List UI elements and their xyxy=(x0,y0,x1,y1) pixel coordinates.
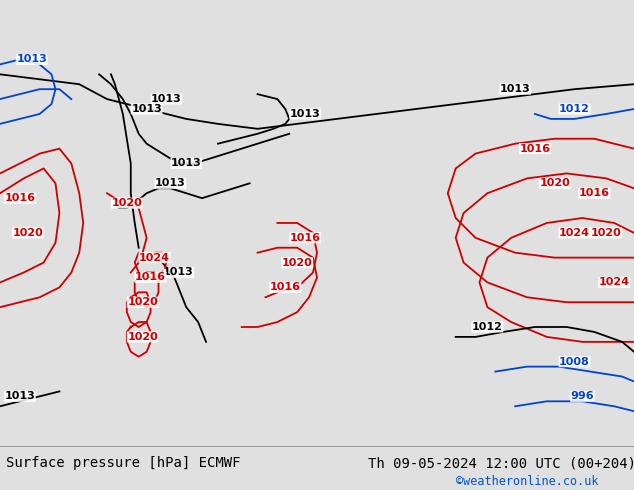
Text: 1008: 1008 xyxy=(559,357,590,367)
Text: 1024: 1024 xyxy=(559,228,590,238)
Text: Th 09-05-2024 12:00 UTC (00+204): Th 09-05-2024 12:00 UTC (00+204) xyxy=(368,456,634,470)
Text: ©weatheronline.co.uk: ©weatheronline.co.uk xyxy=(456,475,599,488)
Text: 1016: 1016 xyxy=(270,282,301,293)
Text: 1020: 1020 xyxy=(127,297,158,307)
Text: 1013: 1013 xyxy=(163,268,194,277)
Text: 1012: 1012 xyxy=(559,104,590,114)
Text: 1024: 1024 xyxy=(598,277,630,288)
Text: 1016: 1016 xyxy=(290,233,321,243)
Text: 1016: 1016 xyxy=(519,144,550,154)
Text: Surface pressure [hPa] ECMWF: Surface pressure [hPa] ECMWF xyxy=(6,456,241,470)
Text: 1016: 1016 xyxy=(4,193,36,203)
Text: 1016: 1016 xyxy=(579,188,610,198)
Text: 1012: 1012 xyxy=(472,322,503,332)
Text: 1013: 1013 xyxy=(151,94,182,104)
Text: 1013: 1013 xyxy=(290,109,321,119)
Text: 1020: 1020 xyxy=(281,258,313,268)
Text: 1013: 1013 xyxy=(500,84,531,94)
Text: 996: 996 xyxy=(571,392,594,401)
Text: 1016: 1016 xyxy=(135,272,166,282)
Text: 1020: 1020 xyxy=(127,332,158,342)
Text: 1020: 1020 xyxy=(12,228,43,238)
Text: 1013: 1013 xyxy=(171,158,202,169)
Text: 1020: 1020 xyxy=(540,178,570,188)
Text: 1020: 1020 xyxy=(591,228,622,238)
Text: 1013: 1013 xyxy=(155,178,186,188)
Text: 1013: 1013 xyxy=(16,54,47,65)
Text: 1024: 1024 xyxy=(139,253,170,263)
Text: 1020: 1020 xyxy=(112,198,142,208)
Text: 1013: 1013 xyxy=(4,392,36,401)
Text: 1013: 1013 xyxy=(131,104,162,114)
